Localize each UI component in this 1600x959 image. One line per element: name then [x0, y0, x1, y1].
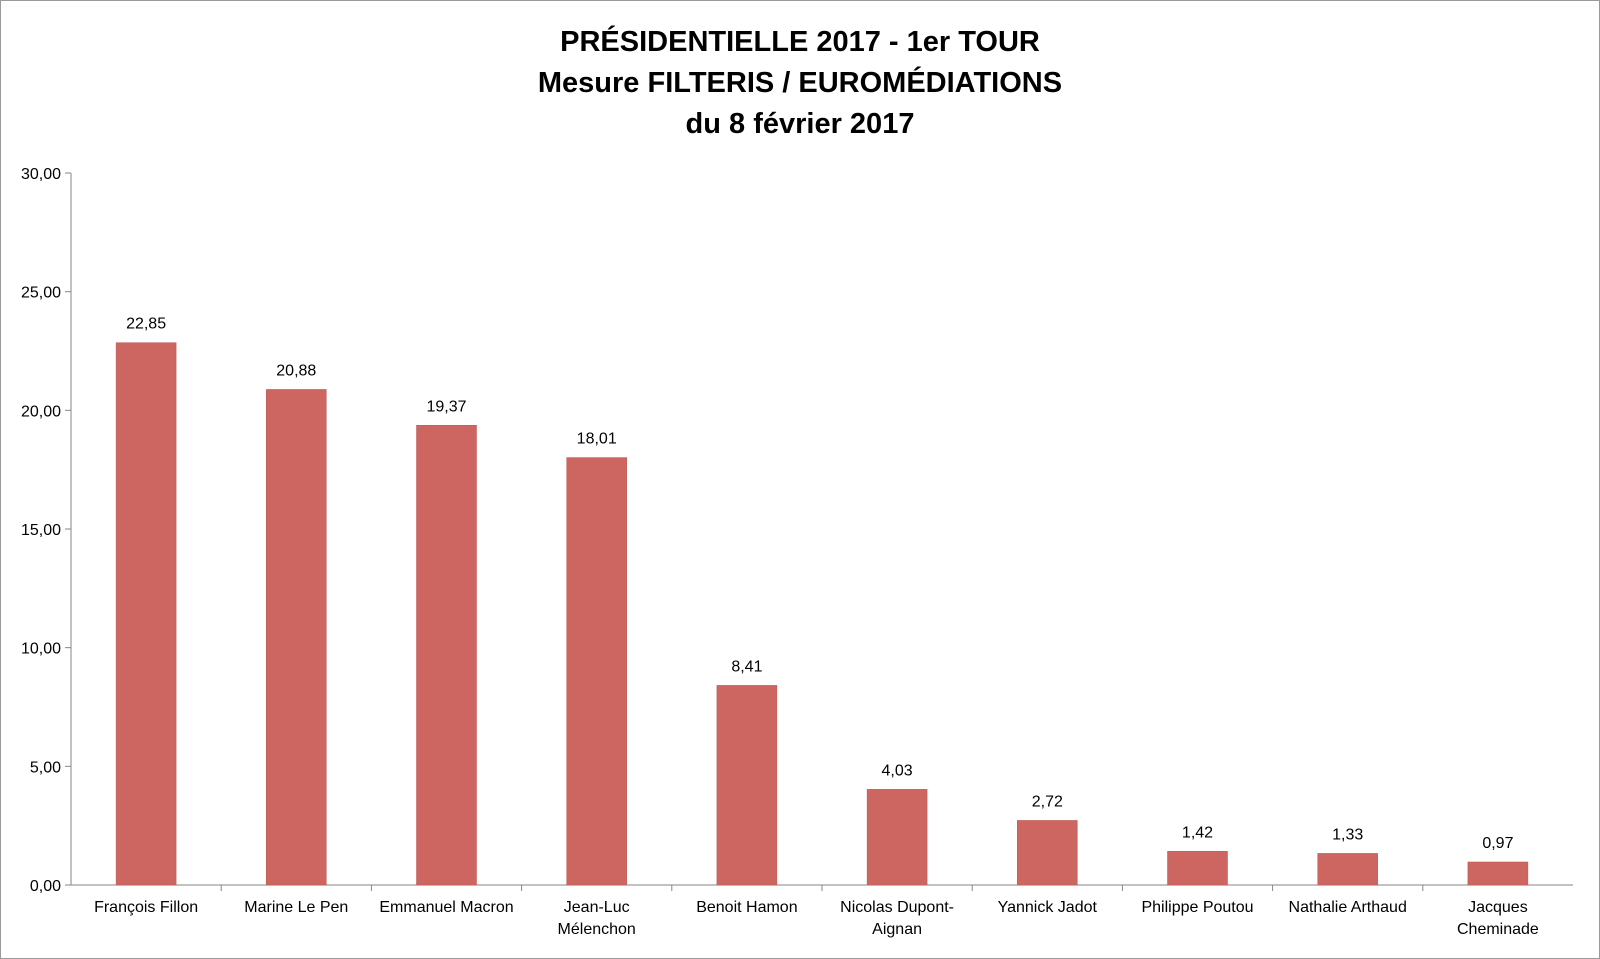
bar	[266, 389, 327, 886]
category-label: Benoit Hamon	[696, 899, 797, 916]
bar	[1167, 851, 1228, 886]
category-label-line: Yannick Jadot	[998, 899, 1098, 916]
data-label: 22,85	[126, 316, 166, 333]
y-tick-label: 0,00	[30, 878, 61, 895]
bar	[716, 685, 778, 886]
category-label-line: Marine Le Pen	[244, 899, 348, 916]
bar	[115, 342, 177, 886]
chart-axes: 0,00 5,00 10,00 15,00 20,00 25,00 30,00 Françoi…	[21, 166, 1573, 938]
data-label: 2,72	[1032, 793, 1063, 810]
category-label-line: Nathalie Arthaud	[1289, 899, 1407, 916]
category-label-line: Jacques	[1468, 899, 1528, 916]
y-tick-label: 25,00	[21, 285, 61, 302]
bar	[566, 457, 627, 886]
data-label: 8,41	[731, 658, 762, 675]
bar	[1317, 853, 1378, 886]
category-label: Nathalie Arthaud	[1289, 899, 1407, 916]
category-label-line: Aignan	[872, 921, 922, 938]
category-label: Jacques Cheminade	[1457, 899, 1539, 938]
category-label-line: Philippe Poutou	[1141, 899, 1253, 916]
category-label: Marine Le Pen	[244, 899, 348, 916]
category-label-line: Nicolas Dupont-	[840, 899, 954, 916]
chart-title-line-2: Mesure FILTERIS / EUROMÉDIATIONS	[537, 67, 1063, 99]
chart-title-line-1: PRÉSIDENTIELLE 2017 - 1er TOUR	[560, 26, 1040, 58]
y-tick-label: 20,00	[21, 403, 61, 420]
category-label: François Fillon	[94, 899, 198, 916]
y-tick-label: 15,00	[21, 522, 61, 539]
y-tick-label: 10,00	[21, 641, 61, 658]
category-label-line: Emmanuel Macron	[379, 899, 513, 916]
y-tick-label: 30,00	[21, 166, 61, 183]
chart-title-line-3: du 8 février 2017	[685, 108, 915, 140]
bar	[1017, 820, 1078, 886]
category-label: Jean-Luc Mélenchon	[558, 899, 636, 938]
data-label: 20,88	[276, 362, 316, 379]
bar	[416, 425, 477, 886]
data-label: 0,97	[1482, 835, 1513, 852]
category-label-line: François Fillon	[94, 899, 198, 916]
data-label: 4,03	[882, 762, 913, 779]
data-label: 1,42	[1182, 824, 1213, 841]
y-tick-label: 5,00	[30, 759, 61, 776]
bar	[866, 789, 928, 886]
data-label: 1,33	[1332, 826, 1363, 843]
category-label-line: Benoit Hamon	[696, 899, 797, 916]
category-label-line: Mélenchon	[558, 921, 636, 938]
category-label-line: Cheminade	[1457, 921, 1539, 938]
data-label: 19,37	[426, 398, 466, 415]
category-label: Nicolas Dupont- Aignan	[840, 899, 954, 938]
category-label: Yannick Jadot	[998, 899, 1098, 916]
category-label-line: Jean-Luc	[564, 899, 630, 916]
category-label: Emmanuel Macron	[379, 899, 513, 916]
category-label: Philippe Poutou	[1141, 899, 1253, 916]
bar	[1467, 861, 1529, 886]
chart-bars: 22,85 20,88 19,37 18,01 8,41 4,03 2,72 1,42 1,33…	[115, 316, 1529, 886]
data-label: 18,01	[577, 431, 617, 448]
chart-title: PRÉSIDENTIELLE 2017 - 1er TOUR Mesure FI…	[0, 22, 1600, 145]
